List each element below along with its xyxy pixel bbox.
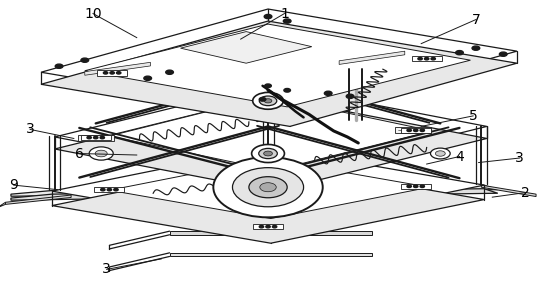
Circle shape	[407, 185, 411, 188]
Bar	[253, 224, 283, 229]
Circle shape	[114, 188, 118, 191]
Polygon shape	[181, 32, 312, 63]
Polygon shape	[5, 195, 71, 204]
Polygon shape	[41, 9, 517, 114]
Bar	[97, 70, 127, 76]
Circle shape	[430, 148, 450, 159]
Text: 4: 4	[455, 150, 464, 163]
Circle shape	[435, 151, 445, 156]
Text: 2: 2	[521, 186, 529, 200]
Circle shape	[117, 72, 121, 74]
Polygon shape	[52, 147, 484, 229]
Polygon shape	[109, 159, 429, 219]
Text: 1: 1	[280, 7, 289, 20]
Polygon shape	[52, 162, 484, 243]
Circle shape	[259, 148, 277, 159]
Circle shape	[420, 185, 424, 188]
Polygon shape	[55, 96, 487, 191]
Circle shape	[266, 225, 270, 228]
Polygon shape	[0, 202, 5, 208]
Circle shape	[249, 177, 287, 198]
Circle shape	[259, 98, 266, 101]
Circle shape	[81, 58, 89, 62]
Circle shape	[264, 151, 272, 156]
Circle shape	[89, 147, 113, 160]
Circle shape	[95, 150, 107, 157]
Circle shape	[103, 72, 108, 74]
Circle shape	[100, 136, 104, 139]
Polygon shape	[85, 24, 470, 107]
Bar	[81, 135, 110, 140]
Circle shape	[272, 225, 277, 228]
Circle shape	[346, 94, 354, 98]
Bar	[78, 135, 114, 141]
Circle shape	[420, 129, 424, 132]
Circle shape	[418, 57, 422, 60]
Circle shape	[265, 84, 271, 88]
Bar	[400, 184, 431, 189]
Polygon shape	[85, 62, 150, 75]
Polygon shape	[55, 84, 487, 179]
Circle shape	[166, 70, 173, 74]
Polygon shape	[339, 51, 405, 64]
Circle shape	[324, 91, 332, 95]
Circle shape	[107, 188, 112, 191]
Circle shape	[414, 185, 418, 188]
Text: 3: 3	[102, 262, 111, 276]
Polygon shape	[11, 185, 498, 196]
Circle shape	[283, 19, 291, 23]
Bar	[400, 128, 431, 133]
Circle shape	[424, 57, 429, 60]
Text: 10: 10	[84, 7, 102, 20]
Circle shape	[101, 188, 105, 191]
Polygon shape	[170, 231, 372, 235]
Circle shape	[414, 129, 418, 132]
Circle shape	[253, 92, 283, 109]
Circle shape	[259, 96, 277, 106]
Circle shape	[87, 136, 91, 139]
Circle shape	[407, 129, 411, 132]
Circle shape	[94, 136, 98, 139]
Polygon shape	[481, 185, 536, 197]
Bar	[395, 127, 431, 133]
Circle shape	[55, 64, 63, 68]
Circle shape	[213, 157, 323, 217]
Text: 6: 6	[75, 147, 84, 160]
Text: 3: 3	[26, 123, 34, 136]
Polygon shape	[41, 21, 517, 126]
Circle shape	[110, 72, 114, 74]
Bar	[412, 56, 442, 61]
Circle shape	[264, 99, 272, 103]
Circle shape	[431, 57, 435, 60]
Text: 5: 5	[469, 109, 478, 123]
Circle shape	[252, 144, 284, 163]
Text: 3: 3	[515, 151, 524, 165]
Circle shape	[456, 51, 463, 55]
Circle shape	[284, 88, 290, 92]
Polygon shape	[170, 253, 372, 256]
Bar	[95, 187, 124, 192]
Text: 9: 9	[9, 178, 18, 192]
Circle shape	[264, 14, 272, 19]
Circle shape	[260, 183, 276, 192]
Circle shape	[499, 52, 507, 56]
Circle shape	[144, 76, 152, 80]
Polygon shape	[11, 189, 498, 200]
Circle shape	[259, 225, 264, 228]
Text: 7: 7	[472, 13, 480, 26]
Polygon shape	[109, 96, 432, 171]
Circle shape	[472, 46, 480, 50]
Circle shape	[232, 168, 304, 207]
